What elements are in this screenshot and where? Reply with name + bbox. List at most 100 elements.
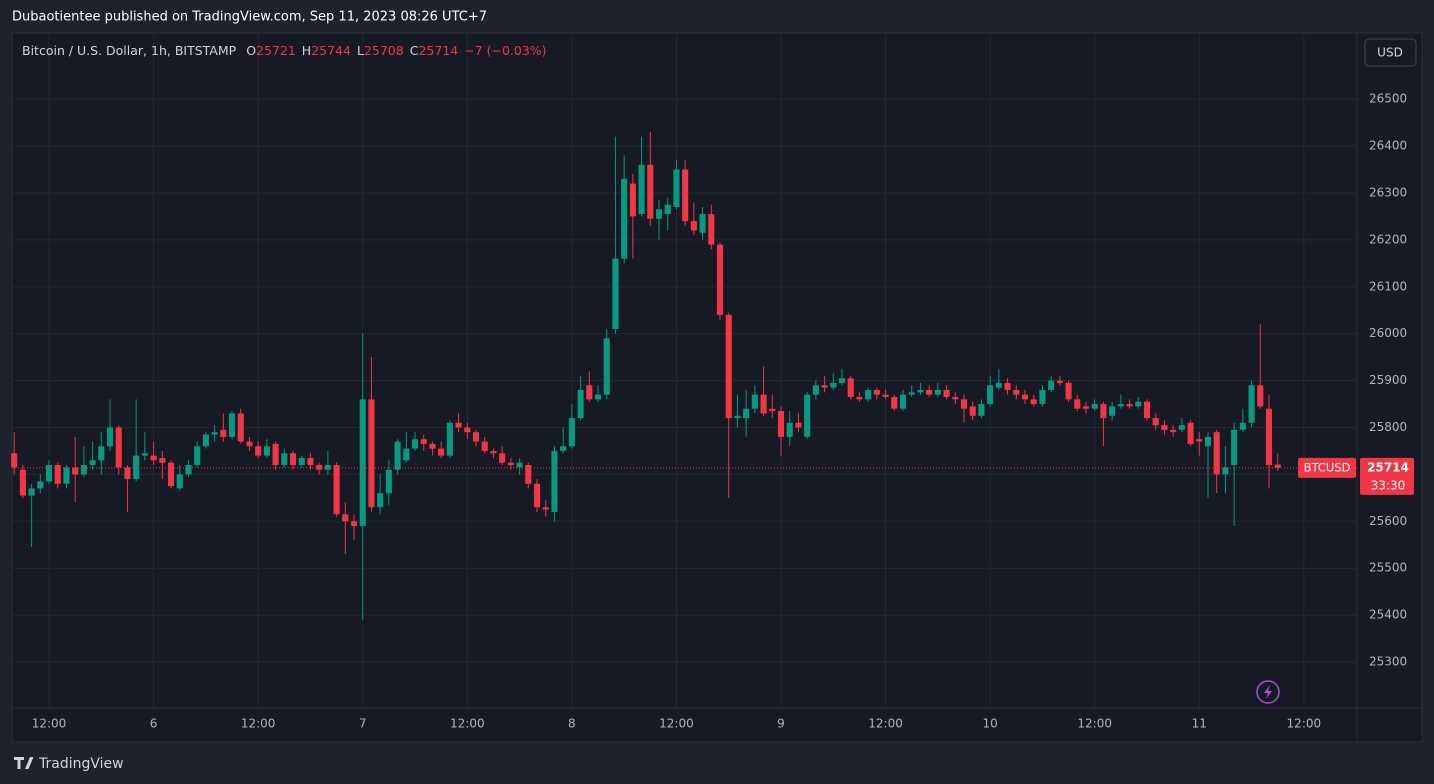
- x-tick-label: 11: [1192, 717, 1207, 731]
- candle-body: [586, 385, 593, 400]
- price-tag: [1360, 457, 1414, 495]
- candle-body: [263, 446, 270, 456]
- candle-body: [1231, 429, 1238, 466]
- candle-body: [751, 394, 758, 409]
- candle-body: [638, 164, 645, 215]
- symbol-label: BTCUSD: [1304, 460, 1351, 474]
- candle-body: [246, 441, 253, 447]
- candle-body: [150, 455, 157, 461]
- candle-body: [838, 378, 846, 383]
- candle-body: [481, 441, 488, 451]
- candle-body: [377, 493, 384, 508]
- candle-body: [856, 397, 863, 400]
- x-tick-label: 12:00: [241, 717, 276, 731]
- candle-body: [812, 385, 819, 395]
- x-tick-label: 12:00: [1077, 717, 1112, 731]
- candle-body: [769, 408, 776, 412]
- candle-body: [420, 439, 427, 444]
- candle-body: [411, 439, 419, 449]
- x-tick-label: 12:00: [868, 717, 903, 731]
- candle-body: [133, 455, 140, 480]
- candle-body: [621, 178, 628, 259]
- currency-button[interactable]: [1364, 38, 1417, 67]
- x-tick-label: 12:00: [32, 717, 67, 731]
- candle-body: [1143, 401, 1151, 419]
- candle-body: [725, 314, 732, 419]
- y-tick-label: 26100: [1369, 279, 1407, 293]
- candle-body: [211, 432, 218, 435]
- candle-body: [969, 406, 976, 416]
- y-tick-label: 26200: [1369, 232, 1407, 246]
- candle-body: [777, 411, 785, 437]
- candle-body: [1170, 429, 1177, 433]
- candle-body: [821, 385, 828, 388]
- candle-body: [80, 465, 87, 475]
- candle-body: [1178, 425, 1185, 430]
- candle-body: [1187, 422, 1194, 444]
- candle-body: [1161, 425, 1168, 430]
- candle-body: [141, 453, 148, 456]
- x-tick-label: 10: [983, 717, 998, 731]
- candle-body: [446, 422, 453, 456]
- candle-body: [289, 453, 297, 466]
- candle-body: [1004, 382, 1011, 390]
- candle-body: [995, 382, 1002, 388]
- candles: [11, 131, 1281, 620]
- candle-body: [228, 413, 236, 437]
- x-tick-label: 8: [568, 717, 576, 731]
- candle-body: [551, 450, 558, 512]
- candle-body: [63, 467, 70, 484]
- alert-icon[interactable]: [1256, 680, 1280, 704]
- candle-body: [960, 399, 968, 409]
- candle-body: [1039, 389, 1046, 405]
- candle-body: [1048, 380, 1055, 390]
- candle-body: [368, 399, 375, 508]
- candle-body: [734, 415, 741, 419]
- candle-body: [699, 214, 706, 233]
- candle-body: [1213, 432, 1220, 475]
- candle-body: [978, 404, 985, 416]
- candle-body: [943, 389, 950, 398]
- y-tick-label: 25900: [1369, 373, 1407, 387]
- candle-body: [612, 258, 619, 329]
- y-tick-label: 25300: [1369, 655, 1407, 669]
- legend-key: C: [410, 43, 419, 58]
- candle-body: [865, 389, 872, 400]
- candle-body: [716, 244, 724, 315]
- candle-body: [987, 385, 994, 405]
- legend-value: 25721: [256, 43, 296, 58]
- candle-body: [664, 204, 671, 215]
- candle-body: [1109, 406, 1116, 416]
- candle-body: [1135, 401, 1142, 407]
- candle-body: [1126, 404, 1133, 407]
- candle-body: [1074, 399, 1081, 409]
- legend-key: H: [302, 43, 311, 58]
- candle-body: [507, 462, 514, 466]
- y-tick-label: 26500: [1369, 92, 1407, 106]
- candle-body: [594, 394, 602, 400]
- candle-body: [795, 422, 802, 428]
- candle-body: [560, 446, 567, 451]
- x-tick-label: 12:00: [450, 717, 485, 731]
- legend-key: L: [357, 43, 364, 58]
- candle-body: [629, 183, 636, 217]
- candle-body: [1056, 380, 1063, 383]
- y-tick-label: 25500: [1369, 561, 1407, 575]
- grid: [12, 33, 1357, 708]
- chart-frame: [11, 32, 1423, 743]
- candle-body: [708, 214, 715, 245]
- candle-body: [37, 481, 44, 489]
- candle-body: [1222, 467, 1229, 475]
- candle-body: [568, 418, 575, 447]
- candle-body: [1204, 436, 1212, 447]
- candle-body: [45, 465, 53, 482]
- y-tick-label: 25800: [1369, 420, 1407, 434]
- candle-body: [1257, 385, 1264, 407]
- candle-body: [307, 457, 314, 466]
- countdown-label: 33:30: [1371, 478, 1406, 492]
- candle-body: [499, 453, 506, 463]
- candle-body: [1117, 404, 1124, 407]
- candle-body: [350, 521, 358, 526]
- y-tick-label: 26300: [1369, 185, 1407, 199]
- y-tick-label: 25600: [1369, 514, 1407, 528]
